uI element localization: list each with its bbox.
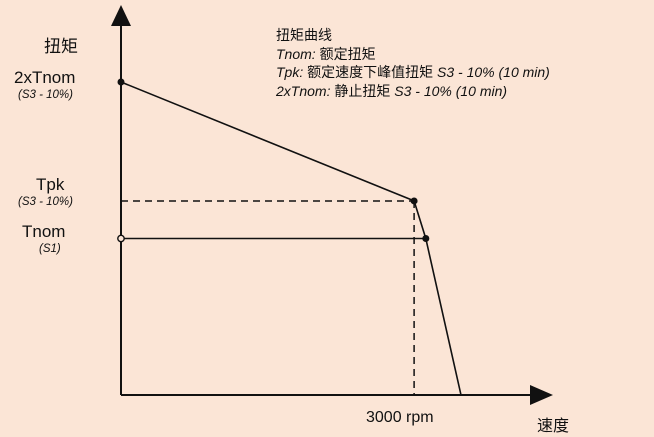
y-axis-arrow	[111, 5, 131, 26]
legend-line-2xtnom: 2xTnom: 静止扭矩 S3 - 10% (10 min)	[276, 82, 550, 101]
legend-term: Tpk:	[276, 64, 304, 80]
legend-tail: S3 - 10% (10 min)	[394, 82, 508, 99]
peak-torque-curve	[120, 81, 462, 396]
legend-tail: S3 - 10% (10 min)	[437, 64, 550, 80]
x-axis-arrow	[530, 385, 553, 405]
y-axis-label: 扭矩	[44, 37, 78, 56]
x-marker-label: 3000 rpm	[366, 409, 434, 426]
point-2xtnom	[117, 78, 125, 86]
x-axis-label: 速度	[537, 418, 570, 435]
legend-term: Tnom:	[276, 45, 316, 62]
legend-term: 2xTnom:	[276, 82, 331, 99]
legend-desc: 静止扭矩	[334, 82, 391, 99]
legend: 扭矩曲线 Tnom: 额定扭矩 Tpk: 额定速度下峰值扭矩 S3 - 10% …	[276, 26, 550, 100]
y-level-label-2xtnom: 2xTnom	[14, 68, 76, 87]
y-level-label-tnom: Tnom	[22, 222, 66, 241]
legend-desc: 额定扭矩	[319, 45, 376, 62]
y-level-sub-2xtnom: (S3 - 10%)	[18, 89, 73, 101]
point-tnom-start	[117, 234, 125, 243]
legend-desc: 额定速度下峰值扭矩	[307, 64, 434, 80]
y-level-sub-tpk: (S3 - 10%)	[18, 196, 73, 208]
legend-title: 扭矩曲线	[276, 27, 332, 43]
point-tpk	[410, 197, 418, 205]
point-tnom-corner	[422, 235, 430, 242]
y-level-label-tpk: Tpk	[36, 175, 65, 194]
legend-line-tnom: Tnom: 额定扭矩	[276, 45, 550, 64]
legend-line-tpk: Tpk: 额定速度下峰值扭矩 S3 - 10% (10 min)	[276, 63, 550, 82]
y-level-sub-tnom: (S1)	[39, 243, 61, 255]
